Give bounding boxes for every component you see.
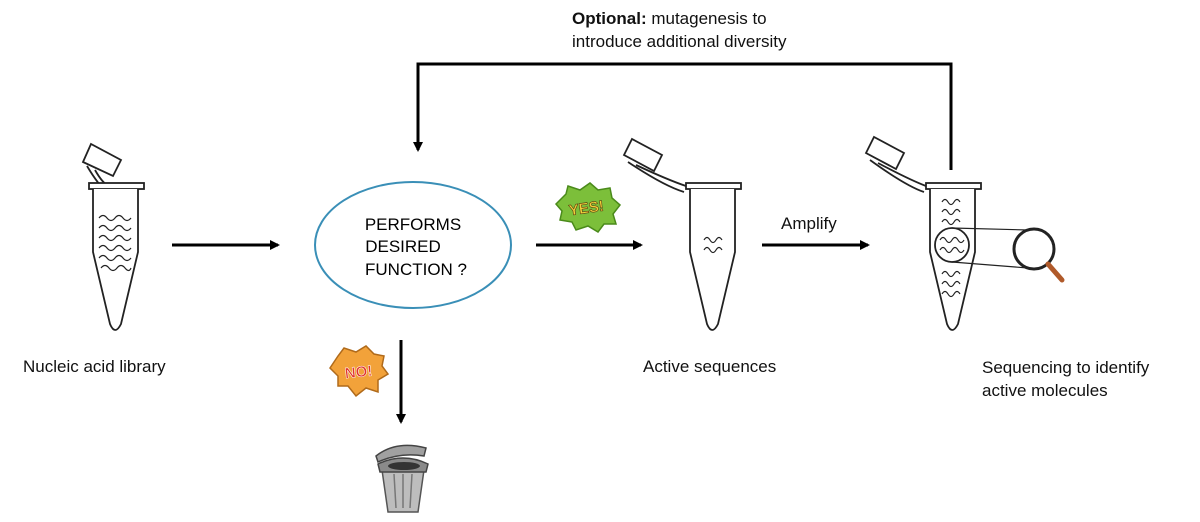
decision-line2: DESIRED xyxy=(365,237,441,256)
tube-icon xyxy=(622,137,742,331)
tube-icon xyxy=(864,135,982,331)
label-nucleic-acid-library: Nucleic acid library xyxy=(23,357,166,376)
label-sequencing: Sequencing to identify active molecules xyxy=(982,356,1192,402)
no-text: NO! xyxy=(344,363,373,383)
yes-text: YES! xyxy=(568,198,605,220)
yes-burst-icon: YES! xyxy=(554,182,622,233)
no-burst-icon: NO! xyxy=(329,345,390,398)
feedback-loop-arrow xyxy=(413,62,953,170)
optional-label: Optional: xyxy=(572,9,647,28)
decision-ellipse xyxy=(314,181,512,309)
optional-note: Optional: mutagenesis to introduce addit… xyxy=(572,7,872,53)
tube-icon xyxy=(81,142,145,331)
label-active-sequences: Active sequences xyxy=(643,357,777,376)
decision-line3: FUNCTION ? xyxy=(365,260,467,279)
optional-text: mutagenesis to xyxy=(646,9,767,28)
optional-note-line1: Optional: mutagenesis to xyxy=(572,7,872,30)
magnifier-icon xyxy=(951,227,1065,283)
decision-line1: PERFORMS xyxy=(365,215,461,234)
trash-can-icon xyxy=(375,444,429,513)
label-sequencing-line2: active molecules xyxy=(982,381,1108,400)
optional-note-line2: introduce additional diversity xyxy=(572,32,787,51)
label-amplify: Amplify xyxy=(781,214,837,233)
label-sequencing-line1: Sequencing to identify xyxy=(982,358,1150,377)
